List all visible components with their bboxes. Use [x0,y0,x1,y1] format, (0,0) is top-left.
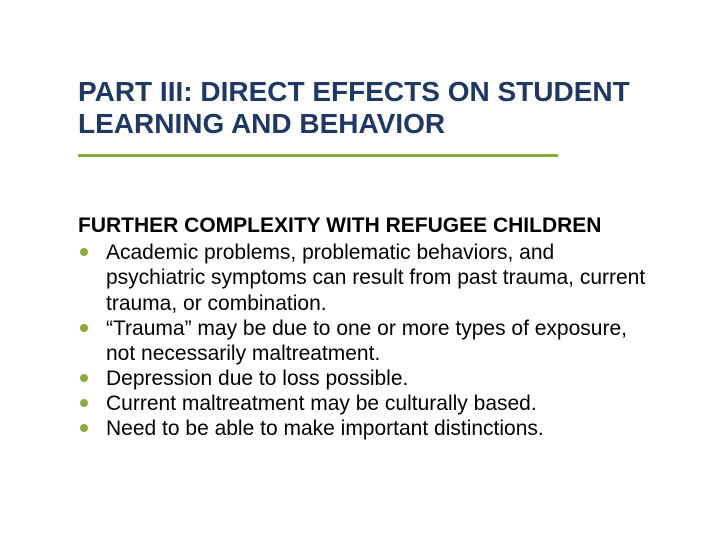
body-subhead: FURTHER COMPLEXITY WITH REFUGEE CHILDREN [78,214,648,238]
bullet-item: Need to be able to make important distin… [78,416,648,441]
bullet-list: Academic problems, problematic behaviors… [78,240,648,442]
bullet-item: Current maltreatment may be culturally b… [78,391,648,416]
bullet-item: “Trauma” may be due to one or more types… [78,316,648,366]
bullet-dot-icon [80,424,88,432]
bullet-item: Depression due to loss possible. [78,366,648,391]
bullet-text: Need to be able to make important distin… [106,416,648,441]
title-underline [78,154,558,157]
slide: PART III: DIRECT EFFECTS ON STUDENT LEAR… [0,0,720,540]
bullet-text: “Trauma” may be due to one or more types… [106,316,648,366]
bullet-text: Academic problems, problematic behaviors… [106,240,648,316]
bullet-dot-icon [80,248,88,256]
bullet-text: Current maltreatment may be culturally b… [106,391,648,416]
bullet-dot-icon [80,324,88,332]
bullet-dot-icon [80,374,88,382]
bullet-dot-icon [80,399,88,407]
slide-title: PART III: DIRECT EFFECTS ON STUDENT LEAR… [78,76,648,140]
bullet-text: Depression due to loss possible. [106,366,648,391]
bullet-item: Academic problems, problematic behaviors… [78,240,648,316]
slide-body: FURTHER COMPLEXITY WITH REFUGEE CHILDREN… [78,214,648,442]
